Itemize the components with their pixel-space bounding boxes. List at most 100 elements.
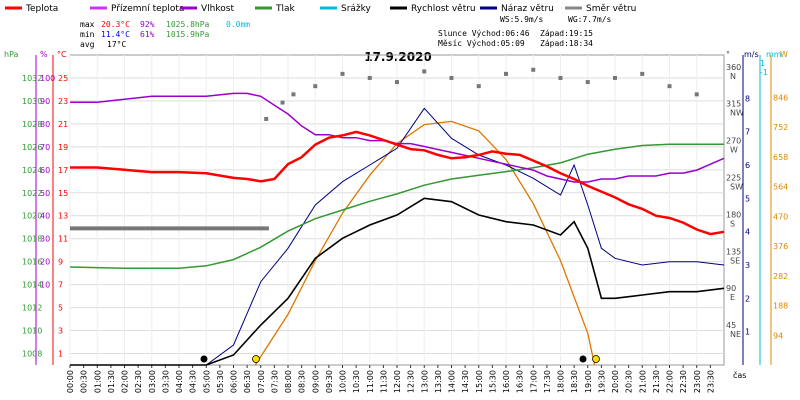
legend-label: Náraz větru	[501, 4, 554, 14]
y-tick-temp: 5	[58, 304, 63, 313]
legend-label: Vlhkost	[201, 4, 234, 14]
series-direction-point	[422, 69, 427, 74]
unit-rain: mm	[766, 50, 782, 59]
sunset-marker	[592, 355, 600, 363]
x-tick-label: 05:00	[202, 370, 211, 393]
stat-max-label: max	[80, 20, 95, 29]
series-direction-point	[449, 75, 454, 80]
y-tick-dir-deg: 180	[726, 210, 741, 219]
stat-ws: WS:5.9m/s	[500, 15, 544, 24]
x-tick-label: 20:30	[625, 370, 634, 393]
y-tick-press: 1028	[22, 120, 42, 129]
x-tick-label: 05:30	[216, 370, 225, 393]
x-tick-label: 19:30	[597, 370, 606, 393]
y-tick-hum: 70	[40, 143, 50, 152]
series-direction-point	[476, 84, 481, 89]
series-layer	[69, 67, 725, 366]
x-tick-label: 13:30	[434, 370, 443, 393]
x-tick-label: 17:00	[529, 370, 538, 393]
y-tick-dir-name: NW	[730, 109, 744, 118]
x-tick-label: 00:30	[80, 370, 89, 393]
series-direction-point	[313, 84, 318, 89]
markers	[200, 355, 600, 363]
x-tick-label: 15:00	[475, 370, 484, 393]
legend-label: Směr větru	[586, 4, 636, 14]
y-tick-temp: 7	[58, 281, 63, 290]
y-tick-dir-name: N	[730, 72, 736, 81]
y-tick-sun: 658	[773, 153, 788, 162]
unit-hum: %	[40, 50, 48, 59]
y-tick-dir-name: S	[730, 219, 735, 228]
stat-moon: Měsíc Východ:05:09	[438, 39, 525, 48]
x-tick-label: 02:00	[121, 370, 130, 393]
x-axis: 00:00 00:30 01:00 01:30 02:00 02:30 03:00 03:30…	[66, 365, 715, 393]
y-tick-temp: 17	[58, 166, 68, 175]
stat-max-hum: 92%	[140, 20, 155, 29]
x-tick-label: 09:00	[311, 370, 320, 393]
x-tick-label: 16:00	[502, 370, 511, 393]
y-tick-sun: 282	[773, 272, 788, 281]
series-direction-point	[340, 71, 345, 76]
y-tick-dir-deg: 360	[726, 63, 741, 72]
x-tick-label: 19:00	[584, 370, 593, 393]
unit-wind: m/s	[744, 50, 759, 59]
unit-x: čas	[733, 370, 746, 380]
series-direction-point	[504, 71, 508, 76]
y-tick-press: 1014	[22, 281, 42, 290]
legend-label: Rychlost větru	[411, 4, 476, 14]
series-humidity-line	[70, 92, 725, 183]
x-tick-label: 11:00	[366, 370, 375, 393]
y-tick-temp: 11	[58, 235, 68, 244]
y-tick-press: 1012	[22, 304, 42, 313]
x-tick-label: 03:00	[148, 370, 157, 393]
series-pressure-line	[69, 143, 724, 270]
y-tick-dir-name: SW	[730, 182, 743, 191]
x-tick-label: 11:30	[379, 370, 388, 393]
x-tick-label: 07:30	[270, 370, 279, 393]
grid	[69, 55, 724, 365]
series-direction-point	[667, 84, 672, 89]
y-tick-temp: 15	[58, 189, 68, 198]
series-direction-point	[367, 75, 372, 80]
x-tick-label: 06:30	[243, 370, 252, 393]
x-tick-label: 06:00	[230, 370, 239, 393]
x-tick-label: 18:00	[557, 370, 566, 393]
x-tick-label: 04:30	[189, 370, 198, 393]
y-tick-dir-name: E	[730, 293, 735, 302]
y-tick-sun: 846	[773, 93, 788, 102]
x-tick-label: 22:30	[679, 370, 688, 393]
unit-sun: W	[780, 50, 788, 59]
y-tick-hum: 20	[40, 258, 50, 267]
y-tick-rain: -1	[760, 68, 768, 77]
x-tick-label: 08:00	[284, 370, 293, 393]
series-direction-point	[640, 71, 645, 76]
y-tick-press: 1030	[22, 97, 42, 106]
y-tick-sun: 752	[773, 123, 788, 132]
y-tick-hum: 50	[40, 189, 50, 198]
y-tick-hum: 40	[40, 212, 50, 221]
y-tick-sun: 376	[773, 242, 788, 251]
series-direction-point	[264, 116, 269, 121]
y-tick-temp: 1	[58, 350, 63, 359]
stat-sun-set: Západ:19:15	[540, 29, 593, 38]
series-direction-point	[280, 100, 285, 105]
x-tick-label: 14:30	[461, 370, 470, 393]
y-tick-hum: 90	[40, 97, 50, 106]
y-tick-dir-name: SE	[730, 256, 740, 265]
x-tick-label: 15:30	[488, 370, 497, 393]
stat-min-temp: 11.4°C	[101, 30, 130, 39]
moonset-marker	[579, 355, 587, 363]
x-tick-label: 12:00	[393, 370, 402, 393]
x-tick-label: 21:00	[638, 370, 647, 393]
unit-press: hPa	[4, 50, 19, 59]
y-tick-press: 1016	[22, 258, 42, 267]
y-tick-press: 1024	[22, 166, 42, 175]
x-tick-label: 18:30	[570, 370, 579, 393]
x-tick-label: 03:30	[161, 370, 170, 393]
series-sun-line	[254, 120, 596, 366]
y-tick-wind: 2	[745, 294, 750, 303]
stat-moon-set: Západ:18:34	[540, 39, 593, 48]
x-tick-label: 22:00	[666, 370, 675, 393]
y-tick-press: 1018	[22, 235, 42, 244]
